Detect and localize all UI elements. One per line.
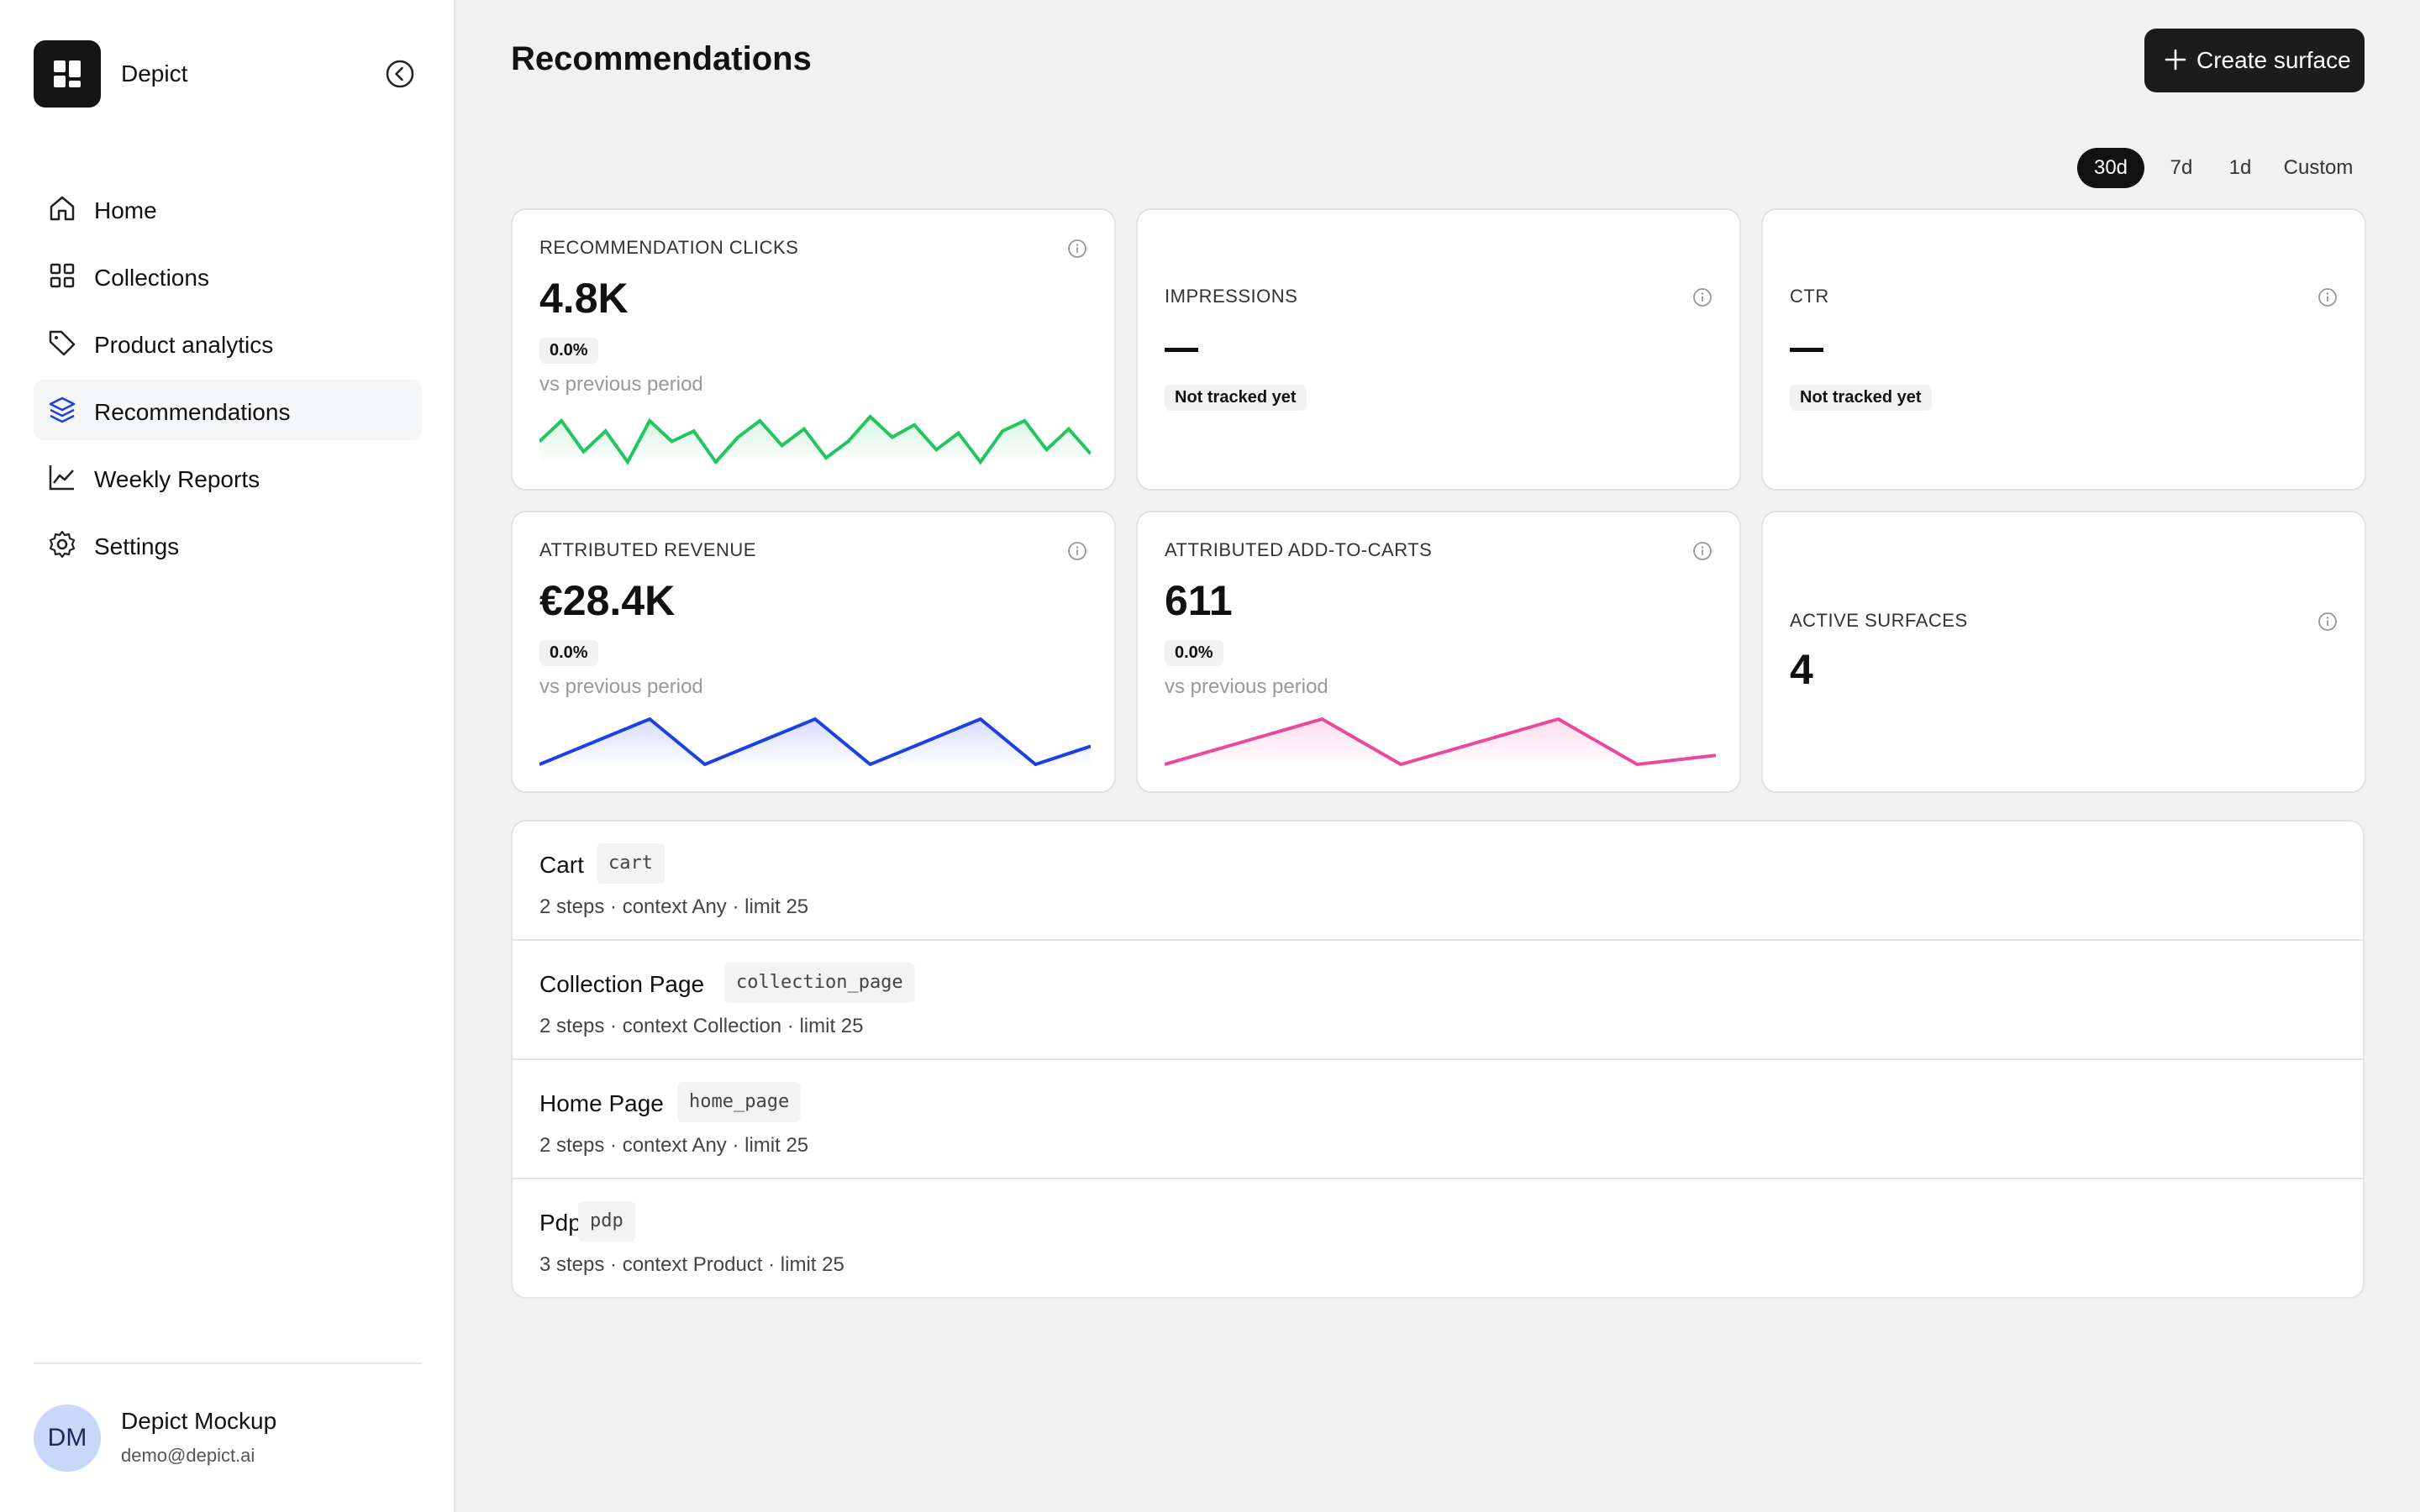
metric-label: ATTRIBUTED ADD-TO-CARTS [1165, 539, 1433, 560]
surface-code: collection_page [724, 963, 915, 1003]
sidebar-item-label: Settings [94, 533, 180, 559]
create-surface-button[interactable]: Create surface [2144, 29, 2365, 92]
range-7d[interactable]: 7d [2170, 156, 2193, 179]
sparkline-line [539, 717, 1091, 767]
range-30d[interactable]: 30d [2077, 148, 2144, 188]
comparison-text: vs previous period [539, 373, 703, 396]
change-badge: 0.0% [1165, 640, 1223, 666]
surface-meta: 2 steps · context Collection · limit 25 [539, 1015, 864, 1037]
sidebar-item-collections[interactable]: Collections [34, 245, 422, 306]
page-title: Recommendations [511, 40, 812, 77]
revenue-sparkline [539, 717, 1091, 768]
info-icon[interactable] [2317, 287, 2338, 307]
sparkline-line [539, 414, 1091, 465]
list-item[interactable]: Pdp pdp 3 steps · context Product · limi… [513, 1179, 2363, 1297]
list-item[interactable]: Home Page home_page 2 steps · context An… [513, 1060, 2363, 1179]
sidebar-item-label: Product analytics [94, 332, 274, 358]
sidebar-item-recommendations[interactable]: Recommendations [34, 380, 422, 440]
metric-card-revenue: ATTRIBUTED REVENUE €28.4K 0.0% vs previo… [511, 511, 1116, 793]
metric-value: €28.4K [539, 577, 676, 624]
plus-icon [2165, 49, 2186, 71]
metric-card-clicks: RECOMMENDATION CLICKS 4.8K 0.0% vs previ… [511, 208, 1116, 491]
sidebar-item-settings[interactable]: Settings [34, 514, 422, 575]
metric-value: 611 [1165, 577, 1233, 624]
surface-name: Home Page [539, 1090, 664, 1116]
sidebar-item-weekly-reports[interactable]: Weekly Reports [34, 447, 422, 507]
metric-label: IMPRESSIONS [1165, 286, 1298, 307]
sidebar-item-label: Collections [94, 265, 209, 291]
metric-card-active-surfaces: ACTIVE SURFACES 4 [1761, 511, 2366, 793]
surface-name: Collection Page [539, 971, 705, 997]
layers-icon [47, 395, 77, 425]
gear-icon [47, 529, 77, 559]
sidebar-nav: Home Collections Product analytics Recom… [34, 178, 422, 581]
surface-code: cart [597, 843, 665, 884]
list-item[interactable]: Collection Page collection_page 2 steps … [513, 941, 2363, 1060]
metric-value: 4 [1790, 646, 1813, 693]
create-surface-label: Create surface [2196, 47, 2351, 73]
surface-meta: 3 steps · context Product · limit 25 [539, 1253, 844, 1276]
surface-code: pdp [578, 1201, 635, 1242]
brand-name: Depict [121, 60, 188, 87]
sidebar-item-label: Recommendations [94, 399, 291, 425]
sidebar-item-label: Home [94, 197, 157, 223]
date-range-selector: 30d 7d 1d Custom [2077, 148, 2363, 188]
info-icon[interactable] [1067, 541, 1087, 561]
sparkline-line [1165, 717, 1716, 767]
surface-list: Cart cart 2 steps · context Any · limit … [511, 820, 2365, 1299]
brand: Depict [34, 40, 420, 108]
sidebar-item-label: Weekly Reports [94, 466, 260, 492]
metric-value: 4.8K [539, 275, 629, 322]
metric-card-ctr: CTR Not tracked yet [1761, 208, 2366, 491]
change-badge: 0.0% [539, 640, 598, 666]
collapse-sidebar-icon[interactable] [385, 59, 415, 89]
list-item[interactable]: Cart cart 2 steps · context Any · limit … [513, 822, 2363, 941]
sparkline-area [539, 417, 1091, 465]
sidebar: Depict Home Collections Product analyti [0, 0, 455, 1512]
metric-value-empty [1165, 348, 1198, 352]
surface-name: Pdp [539, 1210, 581, 1236]
comparison-text: vs previous period [539, 675, 703, 698]
surface-meta: 2 steps · context Any · limit 25 [539, 895, 809, 918]
info-icon[interactable] [2317, 612, 2338, 632]
metric-label: CTR [1790, 286, 1829, 307]
clicks-sparkline [539, 414, 1091, 465]
metric-label: ATTRIBUTED REVENUE [539, 539, 756, 560]
metric-card-add-to-carts: ATTRIBUTED ADD-TO-CARTS 611 0.0% vs prev… [1136, 511, 1741, 793]
metric-card-impressions: IMPRESSIONS Not tracked yet [1136, 208, 1741, 491]
add-to-carts-sparkline [1165, 717, 1716, 768]
surface-name: Cart [539, 852, 584, 878]
comparison-text: vs previous period [1165, 675, 1328, 698]
range-1d[interactable]: 1d [2228, 156, 2252, 179]
change-badge: 0.0% [539, 338, 598, 364]
depict-logo-icon[interactable] [34, 40, 101, 108]
info-icon[interactable] [1692, 287, 1712, 307]
tag-icon [47, 328, 77, 358]
user-name: Depict Mockup [121, 1408, 277, 1434]
sidebar-item-home[interactable]: Home [34, 178, 422, 239]
info-icon[interactable] [1067, 239, 1087, 259]
chart-line-icon [47, 462, 77, 492]
range-custom[interactable]: Custom [2283, 156, 2354, 179]
user-email: demo@depict.ai [121, 1445, 255, 1466]
info-icon[interactable] [1692, 541, 1712, 561]
metric-value-empty [1790, 348, 1823, 352]
surface-code: home_page [677, 1082, 802, 1122]
metric-label: RECOMMENDATION CLICKS [539, 237, 799, 258]
avatar: DM [34, 1404, 101, 1472]
sidebar-item-product-analytics[interactable]: Product analytics [34, 312, 422, 373]
metric-label: ACTIVE SURFACES [1790, 610, 1968, 631]
status-badge: Not tracked yet [1165, 385, 1307, 411]
status-badge: Not tracked yet [1790, 385, 1932, 411]
user-profile[interactable]: DM Depict Mockup demo@depict.ai [34, 1403, 422, 1473]
surface-meta: 2 steps · context Any · limit 25 [539, 1134, 809, 1157]
sidebar-divider [34, 1362, 422, 1364]
grid-icon [47, 260, 77, 291]
home-icon [47, 193, 77, 223]
